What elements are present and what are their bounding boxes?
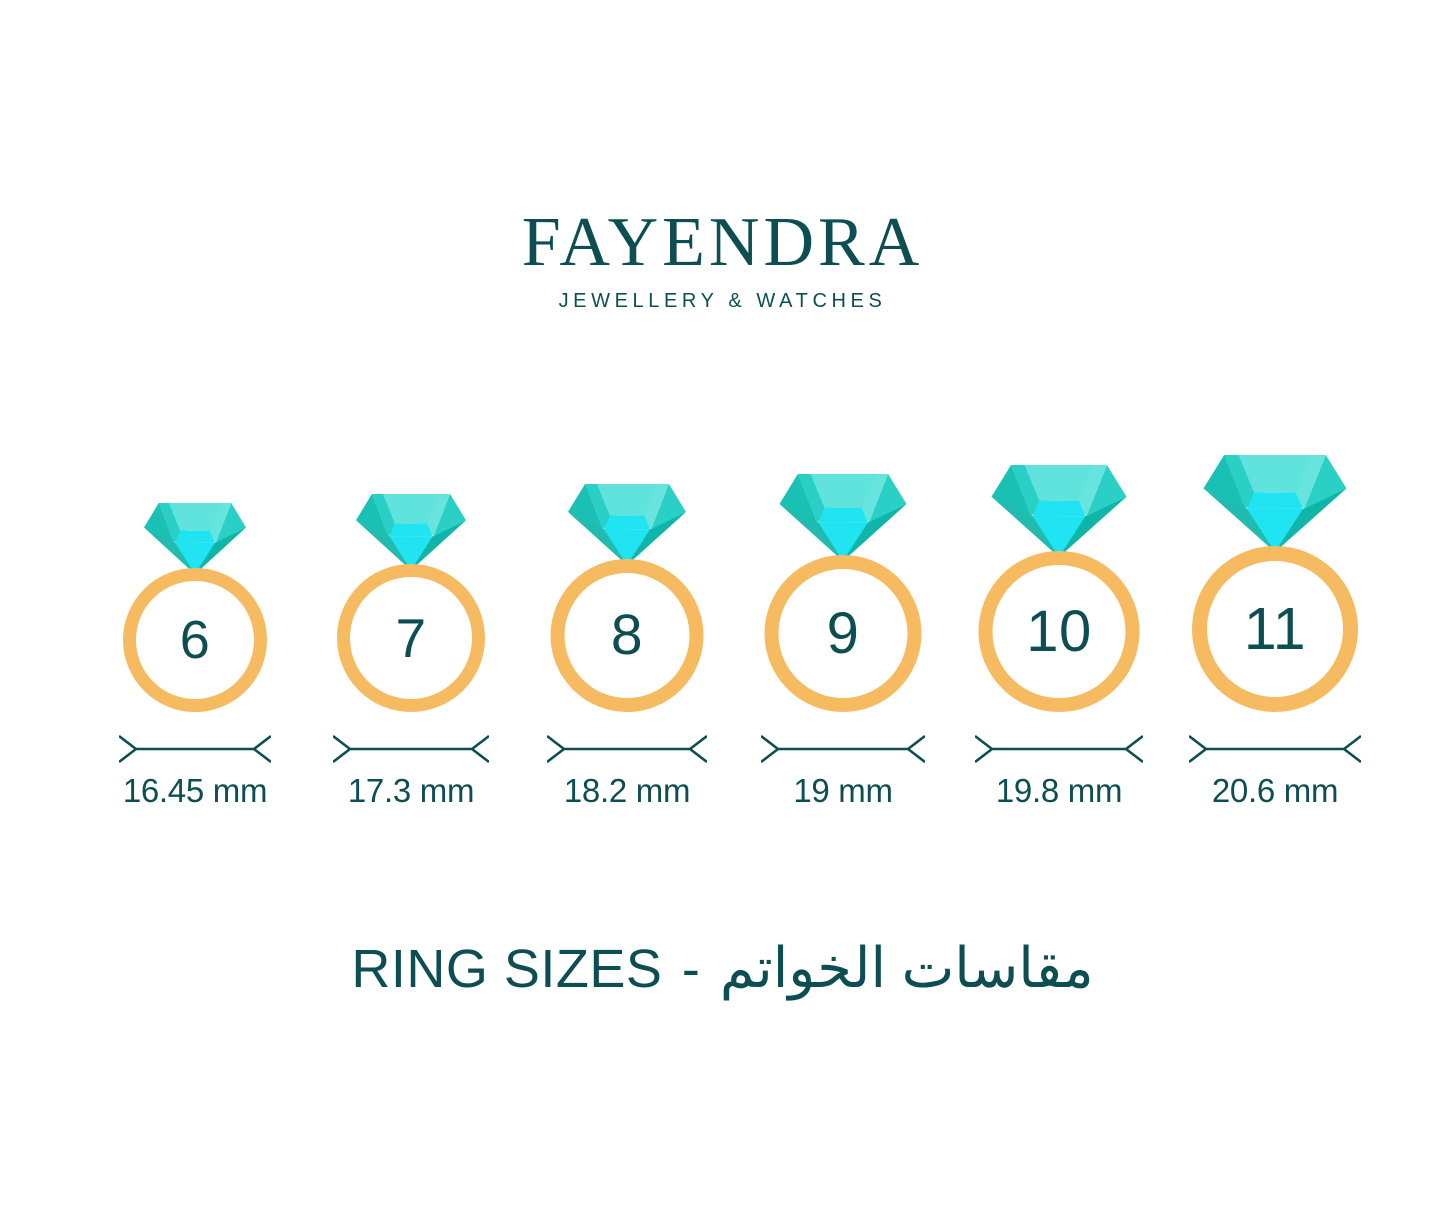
ring-size-cell[interactable]: 11 20.6 mm (1175, 440, 1375, 810)
width-measure-arrow-icon (1175, 728, 1375, 770)
ring-band-icon: 8 (550, 559, 704, 712)
ring-size-number: 9 (826, 600, 860, 666)
ring-band-icon: 10 (978, 551, 1140, 712)
ring-diameter-label: 20.6 mm (1211, 772, 1339, 809)
diamond-gem-icon (144, 503, 246, 580)
diamond-gem-icon (779, 474, 907, 562)
diamond-gem-icon (1203, 455, 1347, 553)
ring-graphic: 9 (743, 442, 943, 712)
ring-band-icon: 7 (337, 564, 485, 712)
diamond-gem-icon (568, 484, 686, 571)
ring-diameter-label: 19 mm (793, 772, 893, 809)
diamond-gem-icon (568, 484, 686, 566)
width-measure-arrow-icon (761, 734, 925, 764)
ring-size-number: 6 (179, 610, 211, 670)
width-measure-arrow-icon (975, 734, 1143, 764)
footer-separator: - (681, 939, 701, 999)
width-measure-arrow-icon (333, 734, 489, 764)
ring-size-number: 11 (1243, 595, 1307, 662)
width-measure-arrow-icon (119, 734, 271, 764)
diamond-gem-icon (144, 503, 246, 575)
ring-diameter-label: 17.3 mm (347, 772, 475, 809)
ring-size-cell[interactable]: 10 19.8 mm (959, 440, 1159, 810)
ring-graphic: 10 (959, 442, 1159, 712)
width-measure-arrow-icon (311, 728, 511, 770)
ring-band-icon: 6 (123, 568, 267, 712)
diamond-gem-icon (1203, 455, 1347, 558)
ring-size-cell[interactable]: 6 16.45 mm (95, 440, 295, 810)
ring-size-cell[interactable]: 9 19 mm (743, 440, 943, 810)
ring-size-cell[interactable]: 8 18.2 mm (527, 440, 727, 810)
width-measure-arrow-icon (743, 728, 943, 770)
ring-graphic: 11 (1175, 442, 1375, 712)
ring-band-icon: 9 (764, 555, 922, 712)
ring-size-number: 7 (395, 606, 427, 669)
width-measure-arrow-icon (547, 734, 707, 764)
brand-tagline: JEWELLERY & WATCHES (558, 290, 887, 312)
ring-band-icon: 11 (1192, 546, 1358, 712)
ring-graphic: 8 (527, 442, 727, 712)
ring-graphic: 6 (95, 442, 295, 712)
width-measure-arrow-icon (95, 728, 295, 770)
diamond-gem-icon (991, 465, 1127, 563)
ring-diameter-label: 18.2 mm (563, 772, 691, 809)
footer-caption: RING SIZES - مقاسات الخواتم (0, 935, 1445, 1002)
width-measure-arrow-icon (1189, 734, 1361, 764)
diamond-gem-icon (356, 494, 466, 571)
ring-size-row: 6 16.45 mm 7 17.3 mm (95, 440, 1375, 810)
brand-header: FAYENDRA JEWELLERY & WATCHES (0, 206, 1445, 313)
width-measure-arrow-icon (527, 728, 727, 770)
diamond-gem-icon (356, 494, 466, 576)
ring-size-number: 10 (1026, 598, 1092, 664)
footer-title-en: RING SIZES (351, 939, 663, 999)
width-measure-arrow-icon (959, 728, 1159, 770)
ring-graphic: 7 (311, 442, 511, 712)
footer-title-ar: مقاسات الخواتم (719, 936, 1094, 999)
ring-diameter-label: 19.8 mm (995, 772, 1123, 809)
ring-size-cell[interactable]: 7 17.3 mm (311, 440, 511, 810)
diamond-gem-icon (779, 474, 907, 567)
diamond-gem-icon (991, 465, 1127, 558)
brand-name: FAYENDRA (521, 204, 924, 281)
ring-diameter-label: 16.45 mm (122, 772, 268, 809)
ring-size-number: 8 (610, 603, 644, 667)
